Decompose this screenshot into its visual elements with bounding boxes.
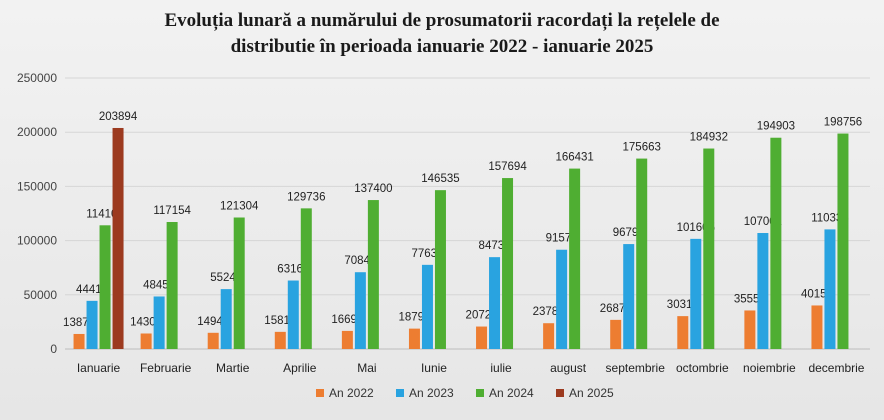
bar <box>367 200 379 349</box>
bar <box>140 333 152 349</box>
bar <box>677 316 689 349</box>
y-tick-label: 100000 <box>17 234 57 248</box>
legend-label: An 2023 <box>409 386 454 400</box>
x-tick-label: decembrie <box>808 361 864 375</box>
bar <box>690 238 702 349</box>
data-label: 137400 <box>354 183 392 195</box>
chart-title-line-2: distributie în perioada ianuarie 2022 - … <box>230 36 654 57</box>
x-tick-label: Martie <box>216 361 250 375</box>
x-tick-label: Mai <box>357 361 376 375</box>
data-label: 129736 <box>287 191 325 203</box>
bar <box>623 244 635 349</box>
y-tick-label: 200000 <box>17 125 57 139</box>
x-tick-label: Ianuarie <box>77 361 121 375</box>
x-tick-label: Iunie <box>421 361 447 375</box>
bar <box>354 272 366 349</box>
bar <box>287 280 299 349</box>
legend-label: An 2022 <box>329 386 374 400</box>
data-label: 157694 <box>488 161 527 173</box>
legend-label: An 2025 <box>569 386 614 400</box>
bar <box>207 332 219 349</box>
x-tick-label: Aprilie <box>283 361 317 375</box>
bar <box>811 305 823 349</box>
bar <box>408 328 420 349</box>
bar <box>757 233 769 349</box>
bar <box>153 296 165 349</box>
data-label: 146535 <box>421 173 459 185</box>
x-tick-label: octombrie <box>676 361 729 375</box>
bar <box>73 333 85 349</box>
chart-title-line-1: Evoluția lunară a numărului de prosumato… <box>164 10 720 31</box>
legend-swatch <box>396 389 404 397</box>
legend-label: An 2024 <box>489 386 534 400</box>
bar <box>770 137 782 349</box>
y-tick-label: 250000 <box>17 71 57 85</box>
data-label: 203894 <box>99 111 138 123</box>
bar <box>99 225 111 349</box>
legend-swatch <box>556 389 564 397</box>
data-label: 117154 <box>153 205 191 217</box>
data-label: 198756 <box>824 117 862 129</box>
bar <box>421 264 433 349</box>
bar <box>543 323 555 349</box>
bar <box>703 148 715 349</box>
bar <box>556 249 568 349</box>
x-tick-label: Februarie <box>140 361 192 375</box>
x-tick-label: iulie <box>490 361 512 375</box>
data-label: 194903 <box>757 121 795 133</box>
bar <box>569 168 581 349</box>
chart-title: Evoluția lunară a numărului de prosumato… <box>0 8 884 60</box>
bar <box>300 208 312 349</box>
bar <box>636 158 648 349</box>
bar <box>610 319 622 349</box>
legend-swatch <box>316 389 324 397</box>
bar <box>824 229 836 349</box>
bar <box>220 289 232 349</box>
bar <box>434 190 446 349</box>
data-label: 121304 <box>220 201 259 213</box>
bar <box>489 257 501 349</box>
bar <box>476 326 488 349</box>
bar <box>166 222 178 349</box>
y-tick-label: 0 <box>50 342 57 356</box>
x-tick-label: septembrie <box>606 361 666 375</box>
legend-swatch <box>476 389 484 397</box>
bar <box>274 331 286 349</box>
x-tick-label: noiembrie <box>743 361 796 375</box>
bar <box>233 217 245 349</box>
bar <box>112 127 124 349</box>
y-tick-label: 150000 <box>17 179 57 193</box>
bar <box>837 133 849 349</box>
x-tick-label: august <box>550 361 587 375</box>
y-tick-label: 50000 <box>24 288 58 302</box>
data-label: 175663 <box>623 142 661 154</box>
bar <box>744 310 756 349</box>
data-label: 184932 <box>690 132 728 144</box>
bar <box>341 330 353 349</box>
data-label: 166431 <box>555 152 593 164</box>
bar <box>502 178 514 349</box>
bar <box>86 300 98 349</box>
